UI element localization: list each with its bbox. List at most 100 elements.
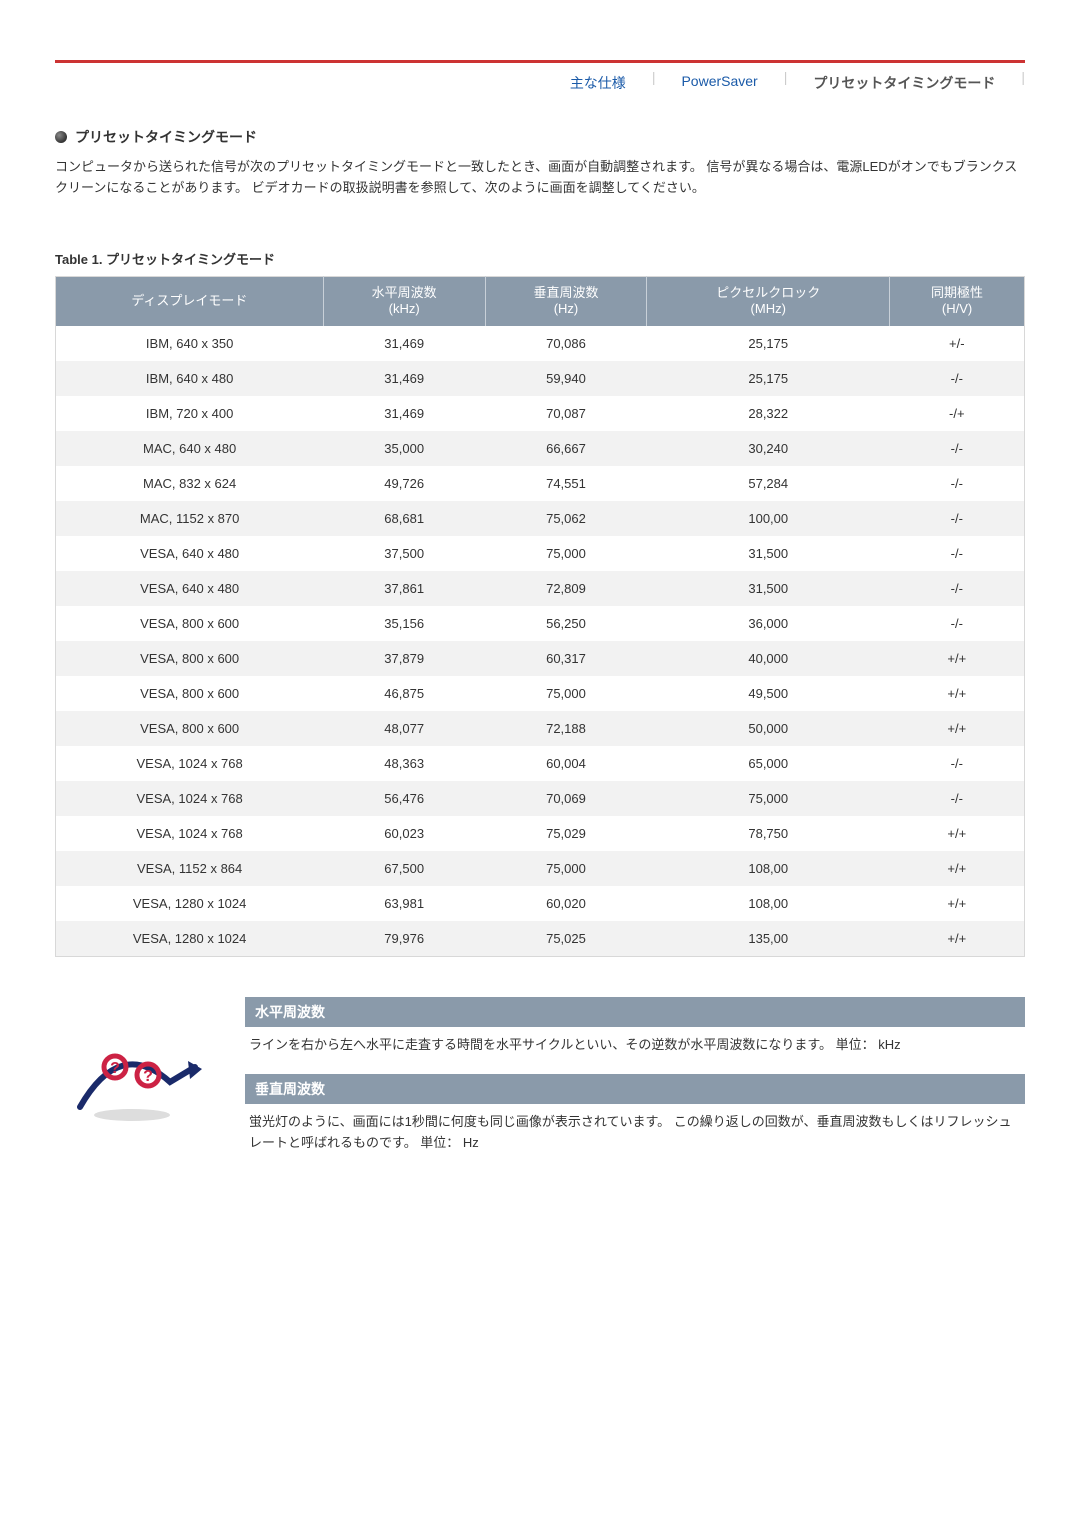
table-cell: 56,476 (323, 781, 485, 816)
table-cell: 70,087 (485, 396, 647, 431)
svg-text:?: ? (143, 1068, 153, 1085)
table-cell: 75,000 (647, 781, 890, 816)
table-cell: -/- (890, 536, 1025, 571)
tab-powersaver[interactable]: PowerSaver (673, 69, 765, 97)
table-cell: 108,00 (647, 886, 890, 921)
th-pclock: ピクセルクロック(MHz) (647, 276, 890, 326)
table-cell: 49,500 (647, 676, 890, 711)
table-cell: IBM, 640 x 480 (56, 361, 324, 396)
table-row: IBM, 640 x 48031,46959,94025,175-/- (56, 361, 1025, 396)
tab-spec[interactable]: 主な仕様 (562, 69, 634, 97)
tab-bar: 主な仕様 | PowerSaver | プリセットタイミングモード | (55, 60, 1025, 97)
table-caption: Table 1. プリセットタイミングモード (55, 249, 1025, 268)
table-cell: 60,020 (485, 886, 647, 921)
table-row: VESA, 1024 x 76848,36360,00465,000-/- (56, 746, 1025, 781)
table-row: MAC, 640 x 48035,00066,66730,240-/- (56, 431, 1025, 466)
table-row: MAC, 832 x 62449,72674,55157,284-/- (56, 466, 1025, 501)
table-cell: IBM, 720 x 400 (56, 396, 324, 431)
table-cell: -/- (890, 466, 1025, 501)
table-cell: +/+ (890, 641, 1025, 676)
table-cell: 72,188 (485, 711, 647, 746)
table-cell: 60,023 (323, 816, 485, 851)
table-cell: 37,500 (323, 536, 485, 571)
table-cell: +/+ (890, 676, 1025, 711)
table-cell: 79,976 (323, 921, 485, 957)
table-cell: 37,861 (323, 571, 485, 606)
table-cell: 75,025 (485, 921, 647, 957)
table-cell: 65,000 (647, 746, 890, 781)
table-cell: 25,175 (647, 361, 890, 396)
table-cell: IBM, 640 x 350 (56, 326, 324, 361)
table-row: VESA, 1024 x 76856,47670,06975,000-/- (56, 781, 1025, 816)
table-row: VESA, 640 x 48037,50075,00031,500-/- (56, 536, 1025, 571)
table-cell: MAC, 832 x 624 (56, 466, 324, 501)
table-cell: 30,240 (647, 431, 890, 466)
table-cell: 35,156 (323, 606, 485, 641)
table-row: VESA, 800 x 60037,87960,31740,000+/+ (56, 641, 1025, 676)
table-cell: 60,004 (485, 746, 647, 781)
table-cell: 75,000 (485, 536, 647, 571)
table-cell: 25,175 (647, 326, 890, 361)
th-mode: ディスプレイモード (56, 276, 324, 326)
table-cell: 70,069 (485, 781, 647, 816)
table-cell: +/+ (890, 886, 1025, 921)
table-row: VESA, 1280 x 102479,97675,025135,00+/+ (56, 921, 1025, 957)
table-row: MAC, 1152 x 87068,68175,062100,00-/- (56, 501, 1025, 536)
table-cell: VESA, 1280 x 1024 (56, 886, 324, 921)
table-cell: 50,000 (647, 711, 890, 746)
table-cell: -/- (890, 501, 1025, 536)
table-cell: 75,000 (485, 676, 647, 711)
table-row: VESA, 800 x 60035,15656,25036,000-/- (56, 606, 1025, 641)
intro-paragraph: コンピュータから送られた信号が次のプリセットタイミングモードと一致したとき、画面… (55, 157, 1025, 199)
table-cell: VESA, 800 x 600 (56, 676, 324, 711)
section-title: プリセットタイミングモード (75, 127, 257, 147)
table-cell: 66,667 (485, 431, 647, 466)
tab-separator: | (784, 69, 788, 97)
table-cell: VESA, 1280 x 1024 (56, 921, 324, 957)
table-cell: 59,940 (485, 361, 647, 396)
table-cell: 57,284 (647, 466, 890, 501)
table-cell: +/+ (890, 921, 1025, 957)
table-cell: 60,317 (485, 641, 647, 676)
tab-separator: | (1021, 69, 1025, 97)
table-cell: 70,086 (485, 326, 647, 361)
table-cell: MAC, 640 x 480 (56, 431, 324, 466)
table-row: VESA, 800 x 60048,07772,18850,000+/+ (56, 711, 1025, 746)
table-cell: -/- (890, 746, 1025, 781)
table-cell: 67,500 (323, 851, 485, 886)
th-hfreq: 水平周波数(kHz) (323, 276, 485, 326)
th-vfreq: 垂直周波数(Hz) (485, 276, 647, 326)
table-cell: 31,500 (647, 571, 890, 606)
th-sync: 同期極性(H/V) (890, 276, 1025, 326)
info-vfreq-title: 垂直周波数 (245, 1074, 1025, 1104)
table-cell: -/- (890, 571, 1025, 606)
table-cell: VESA, 1024 x 768 (56, 816, 324, 851)
table-cell: 40,000 (647, 641, 890, 676)
bullet-icon (55, 131, 67, 143)
table-cell: 74,551 (485, 466, 647, 501)
table-row: VESA, 1280 x 102463,98160,020108,00+/+ (56, 886, 1025, 921)
timing-table: ディスプレイモード 水平周波数(kHz) 垂直周波数(Hz) ピクセルクロック(… (55, 276, 1025, 958)
tab-preset-timing[interactable]: プリセットタイミングモード (805, 69, 1003, 97)
table-row: VESA, 800 x 60046,87575,00049,500+/+ (56, 676, 1025, 711)
table-cell: MAC, 1152 x 870 (56, 501, 324, 536)
table-cell: 37,879 (323, 641, 485, 676)
info-illustration: ? ? (55, 997, 225, 1130)
table-cell: VESA, 640 x 480 (56, 571, 324, 606)
table-cell: 56,250 (485, 606, 647, 641)
table-cell: 68,681 (323, 501, 485, 536)
table-cell: 36,000 (647, 606, 890, 641)
table-cell: 72,809 (485, 571, 647, 606)
table-row: VESA, 1152 x 86467,50075,000108,00+/+ (56, 851, 1025, 886)
info-hfreq-title: 水平周波数 (245, 997, 1025, 1027)
table-cell: 100,00 (647, 501, 890, 536)
table-cell: 49,726 (323, 466, 485, 501)
table-cell: -/- (890, 606, 1025, 641)
table-cell: 75,000 (485, 851, 647, 886)
table-cell: 31,469 (323, 361, 485, 396)
table-cell: 63,981 (323, 886, 485, 921)
table-cell: 31,469 (323, 326, 485, 361)
table-cell: VESA, 1024 x 768 (56, 781, 324, 816)
table-cell: +/+ (890, 851, 1025, 886)
table-cell: 108,00 (647, 851, 890, 886)
